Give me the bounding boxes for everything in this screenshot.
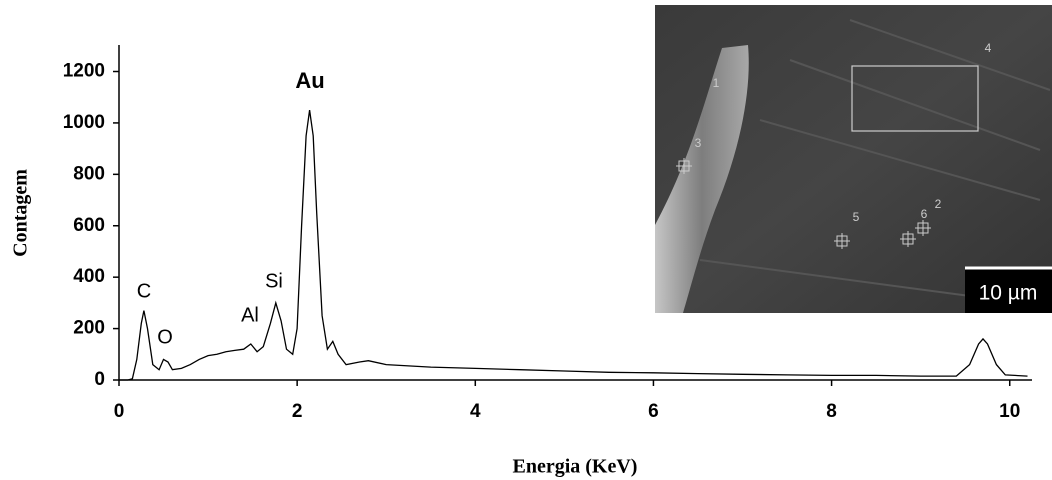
x-tick-label: 0 bbox=[114, 401, 125, 422]
fiber bbox=[655, 45, 749, 313]
spectrum-line bbox=[119, 110, 1028, 381]
crosshair bbox=[676, 158, 692, 174]
x-tick-label: 10 bbox=[999, 401, 1020, 422]
region-box bbox=[851, 65, 979, 132]
scale-box bbox=[965, 268, 1052, 313]
x-tick-label: 8 bbox=[826, 401, 837, 422]
y-tick-label: 600 bbox=[73, 215, 105, 236]
x-tick-label: 6 bbox=[648, 401, 659, 422]
inset-marker: 2 bbox=[935, 197, 942, 211]
x-tick-label: 2 bbox=[292, 401, 303, 422]
peak-label: Au bbox=[295, 68, 324, 93]
peak-label: Si bbox=[265, 270, 283, 292]
y-tick-label: 800 bbox=[73, 163, 105, 184]
y-tick-label: 1200 bbox=[63, 61, 105, 82]
crosshair bbox=[915, 220, 931, 236]
crosshair bbox=[900, 231, 916, 247]
inset-marker: 5 bbox=[853, 210, 860, 224]
peak-label: O bbox=[157, 326, 173, 348]
x-tick-label: 4 bbox=[470, 401, 481, 422]
inset-marker: 6 bbox=[921, 207, 928, 221]
crosshair bbox=[834, 233, 850, 249]
scale-label: 10 µm bbox=[979, 282, 1038, 305]
inset-marker: 1 bbox=[713, 76, 720, 90]
y-tick-label: 0 bbox=[94, 369, 105, 390]
y-tick-label: 200 bbox=[73, 318, 105, 339]
texture bbox=[699, 19, 1051, 301]
peak-label: C bbox=[137, 280, 151, 302]
peak-label: Al bbox=[241, 304, 259, 326]
sem-inset: 10 µm bbox=[655, 5, 1052, 313]
x-axis-title: Energia (KeV) bbox=[513, 456, 638, 478]
y-tick-label: 1000 bbox=[63, 112, 105, 133]
y-tick-label: 400 bbox=[73, 266, 105, 287]
y-axis-title: Contagem bbox=[10, 169, 32, 257]
inset-marker: 4 bbox=[985, 41, 992, 55]
inset-marker: 3 bbox=[695, 136, 702, 150]
